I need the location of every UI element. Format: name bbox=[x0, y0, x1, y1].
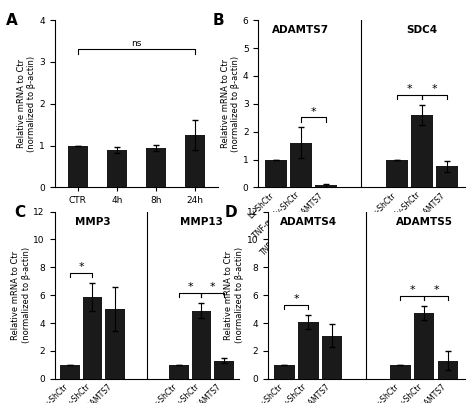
Bar bbox=[214, 361, 234, 379]
Bar bbox=[83, 297, 102, 379]
Bar bbox=[414, 313, 435, 379]
Bar bbox=[60, 365, 80, 379]
Bar bbox=[169, 365, 189, 379]
Text: TNF-α+ lv-ShCtr: TNF-α+ lv-ShCtr bbox=[372, 191, 422, 241]
Bar bbox=[411, 115, 433, 187]
Text: TNF-α+lv-ShADAMTS7: TNF-α+lv-ShADAMTS7 bbox=[265, 382, 332, 403]
Y-axis label: Relative mRNA to Ctr
(normalized to β-actin): Relative mRNA to Ctr (normalized to β-ac… bbox=[221, 56, 240, 152]
Text: ADAMTS7: ADAMTS7 bbox=[272, 25, 329, 35]
Text: TNF-α+ lv-ShCtr: TNF-α+ lv-ShCtr bbox=[374, 382, 424, 403]
Text: MMP13: MMP13 bbox=[180, 216, 223, 226]
Text: Lv-ShCtr: Lv-ShCtr bbox=[371, 382, 400, 403]
Text: *: * bbox=[210, 282, 215, 292]
Text: Lv-ShCtr: Lv-ShCtr bbox=[255, 382, 284, 403]
Text: TNF-α+ lv-ShCtr: TNF-α+ lv-ShCtr bbox=[258, 382, 308, 403]
Bar bbox=[105, 309, 125, 379]
Bar bbox=[146, 147, 166, 187]
Y-axis label: Relative mRNA to Ctr
(normalized to β-actin): Relative mRNA to Ctr (normalized to β-ac… bbox=[17, 56, 36, 152]
Text: Lv-ShCtr: Lv-ShCtr bbox=[41, 382, 70, 403]
Text: ns: ns bbox=[131, 39, 141, 48]
Text: *: * bbox=[310, 107, 316, 116]
Bar bbox=[436, 166, 458, 187]
Bar bbox=[390, 365, 410, 379]
Text: TNF-α+lv-ShADAMTS7: TNF-α+lv-ShADAMTS7 bbox=[382, 382, 448, 403]
Bar bbox=[265, 160, 287, 187]
Text: TNF-α+lv-ShADAMTS7: TNF-α+lv-ShADAMTS7 bbox=[157, 382, 224, 403]
Bar bbox=[298, 322, 319, 379]
Bar bbox=[315, 185, 337, 187]
Bar bbox=[107, 150, 127, 187]
Text: *: * bbox=[433, 285, 439, 295]
Bar bbox=[68, 145, 88, 187]
Bar bbox=[184, 135, 205, 187]
Text: *: * bbox=[410, 285, 415, 295]
Text: TNF-α+ lv-ShCtr: TNF-α+ lv-ShCtr bbox=[43, 382, 92, 403]
Bar bbox=[274, 365, 295, 379]
Text: D: D bbox=[225, 205, 237, 220]
Text: *: * bbox=[187, 282, 193, 292]
Text: TNF-α+ lv-ShCtr: TNF-α+ lv-ShCtr bbox=[251, 191, 301, 241]
Text: C: C bbox=[14, 205, 25, 220]
Text: *: * bbox=[293, 294, 299, 304]
Text: TNF-α+lv-ShADAMTS7: TNF-α+lv-ShADAMTS7 bbox=[48, 382, 115, 403]
Bar bbox=[290, 143, 311, 187]
Bar bbox=[386, 160, 408, 187]
Text: ADAMTS4: ADAMTS4 bbox=[280, 216, 337, 226]
Text: B: B bbox=[213, 13, 225, 29]
Bar bbox=[322, 336, 342, 379]
Text: A: A bbox=[6, 13, 17, 29]
Text: TNF-α+lv-ShADAMTS7: TNF-α+lv-ShADAMTS7 bbox=[259, 191, 326, 257]
Text: *: * bbox=[432, 84, 438, 94]
Bar bbox=[438, 361, 458, 379]
Text: SDC4: SDC4 bbox=[407, 25, 438, 35]
Y-axis label: Relative mRNA to Ctr
(normalized to β-actin): Relative mRNA to Ctr (normalized to β-ac… bbox=[11, 247, 30, 343]
Text: MMP3: MMP3 bbox=[75, 216, 110, 226]
Text: TNF-α: TNF-α bbox=[141, 301, 170, 311]
Text: Lv-ShCtr: Lv-ShCtr bbox=[150, 382, 179, 403]
Text: TNF-α+ lv-ShCtr: TNF-α+ lv-ShCtr bbox=[151, 382, 201, 403]
Text: Lv-ShCtr: Lv-ShCtr bbox=[246, 191, 276, 220]
Text: TNF-α+lv-ShADAMTS7: TNF-α+lv-ShADAMTS7 bbox=[381, 191, 447, 257]
Text: ADAMTS5: ADAMTS5 bbox=[396, 216, 453, 226]
Text: Lv-ShCtr: Lv-ShCtr bbox=[368, 191, 397, 220]
Text: *: * bbox=[79, 262, 84, 272]
Text: *: * bbox=[407, 84, 412, 94]
Y-axis label: Relative mRNA to Ctr
(normalized to β-actin): Relative mRNA to Ctr (normalized to β-ac… bbox=[224, 247, 244, 343]
Bar bbox=[191, 311, 211, 379]
